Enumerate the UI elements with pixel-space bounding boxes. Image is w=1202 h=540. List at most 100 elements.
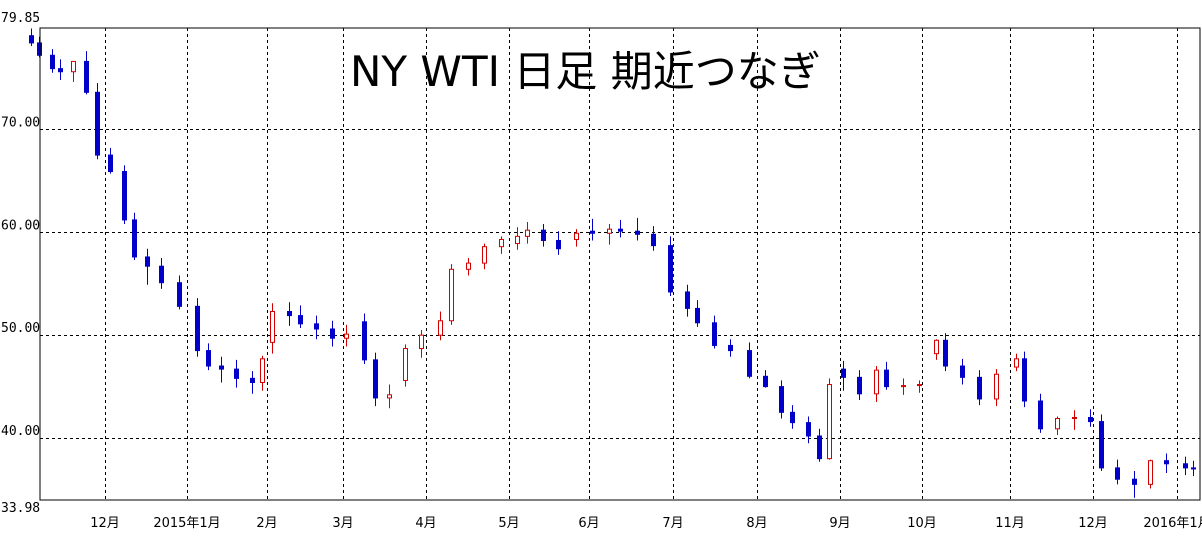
x-tick-label: 11月 — [995, 516, 1025, 531]
candle-body-down — [712, 322, 717, 346]
candle — [901, 378, 906, 395]
candle — [515, 227, 520, 250]
candle — [260, 355, 265, 391]
candle-body-down — [977, 376, 982, 400]
candle — [50, 49, 55, 73]
candle — [541, 224, 546, 247]
candle-body-down — [50, 54, 55, 70]
candle-body-down — [219, 365, 224, 370]
candle — [314, 315, 319, 340]
candle — [287, 302, 292, 326]
candle-body-up — [1014, 358, 1019, 368]
x-tick-label: 2015年1月 — [153, 516, 220, 531]
candle — [298, 305, 303, 328]
candle-body-up — [449, 268, 454, 322]
x-tick-label: 2016年1月 — [1143, 516, 1202, 531]
candle-body-up — [901, 385, 906, 388]
candle — [234, 359, 239, 388]
candle-body-down — [635, 230, 640, 235]
candle-body-down — [84, 60, 89, 93]
candle-body-down — [668, 245, 673, 293]
x-tick-label: 6月 — [578, 516, 599, 531]
candle — [712, 315, 717, 349]
candle-body-up — [482, 246, 487, 264]
plot-frame — [39, 27, 1201, 501]
candle — [1038, 393, 1043, 433]
candle-body-down — [763, 375, 768, 388]
candle-body-up — [1055, 418, 1060, 430]
candle-body-down — [960, 365, 965, 378]
candle-body-down — [685, 291, 690, 309]
candle-body-down — [250, 377, 255, 383]
candle — [695, 300, 700, 327]
candle — [884, 361, 889, 390]
candle-body-down — [330, 328, 335, 339]
candle — [635, 217, 640, 241]
candle-body-down — [1038, 400, 1043, 430]
candle-body-down — [234, 368, 239, 379]
candle — [250, 371, 255, 394]
candle — [525, 221, 530, 244]
candle-body-down — [1099, 421, 1104, 469]
x-tick-label: 10月 — [907, 516, 937, 531]
candle-body-down — [159, 265, 164, 284]
x-tick-label: 12月 — [90, 516, 120, 531]
candle — [403, 344, 408, 387]
y-tick-label: 40.00 — [1, 424, 40, 439]
x-tick-label: 12月 — [1078, 516, 1108, 531]
candle — [977, 370, 982, 406]
candle — [1014, 353, 1019, 372]
candle — [177, 275, 182, 310]
candle — [943, 333, 948, 372]
candle — [95, 83, 100, 160]
candle — [58, 59, 63, 80]
x-tick-label: 2月 — [256, 516, 277, 531]
candle-body-down — [373, 359, 378, 399]
candle — [1115, 459, 1120, 485]
candle-body-up — [515, 235, 520, 245]
candle — [1088, 409, 1093, 427]
candle-body-down — [695, 307, 700, 324]
candle — [790, 405, 795, 429]
candle — [482, 243, 487, 270]
candle-body-down — [206, 350, 211, 367]
candle — [817, 428, 822, 462]
x-tick-label: 8月 — [746, 516, 767, 531]
x-tick-label: 9月 — [829, 516, 850, 531]
candle — [132, 212, 137, 261]
x-tick-label: 5月 — [498, 516, 519, 531]
candle-body-down — [177, 282, 182, 307]
candle — [29, 28, 34, 47]
candle-body-down — [58, 68, 63, 73]
candle — [387, 384, 392, 409]
candle-body-down — [590, 230, 595, 234]
candle — [651, 226, 656, 251]
candle — [685, 284, 690, 317]
y-tick-label: 50.00 — [1, 321, 40, 336]
candle — [122, 165, 127, 225]
candle-body-down — [1132, 478, 1137, 485]
candle-body-down — [95, 91, 100, 156]
y-tick-label: 79.85 — [1, 11, 40, 26]
candle — [994, 369, 999, 407]
candle — [438, 311, 443, 341]
candle — [1072, 410, 1077, 430]
candle — [373, 352, 378, 407]
y-tick-label: 33.98 — [1, 501, 40, 516]
candle — [219, 356, 224, 383]
candle-body-down — [841, 368, 846, 378]
candle — [574, 229, 579, 247]
candle — [270, 303, 275, 354]
candle-body-up — [574, 232, 579, 240]
candle — [206, 343, 211, 371]
x-tick-label: 7月 — [662, 516, 683, 531]
candle-body-up — [387, 394, 392, 399]
x-axis-labels: 12月 2015年1月 2月 3月 4月 5月 6月 7月 8月 9月 10月 11月 12月 2016年… — [90, 516, 1202, 531]
candle-body-up — [466, 262, 471, 270]
candle — [499, 236, 504, 254]
candle — [330, 320, 335, 347]
candle — [1183, 456, 1188, 476]
gridlines — [40, 28, 1200, 500]
candle — [1191, 460, 1196, 477]
